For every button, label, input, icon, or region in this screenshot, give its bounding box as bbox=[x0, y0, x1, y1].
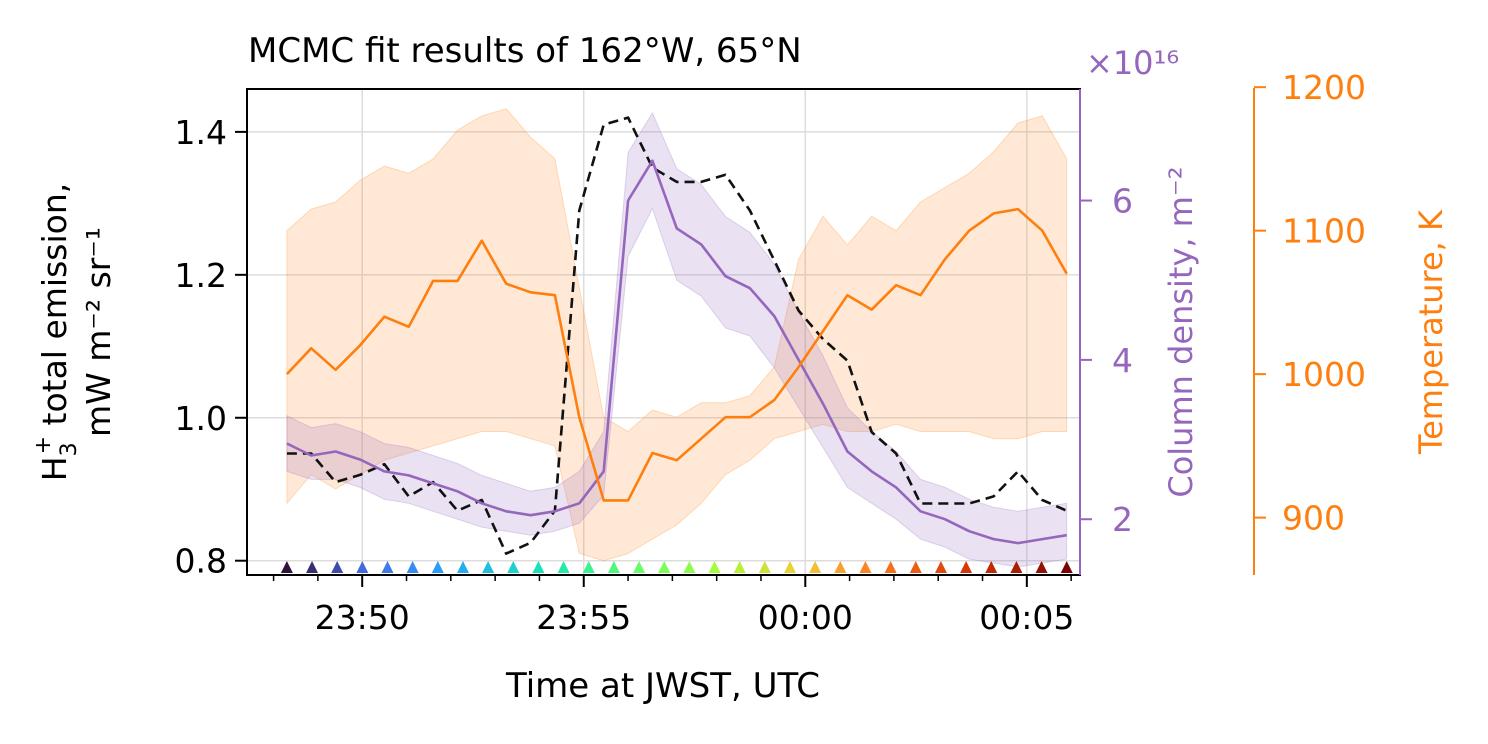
temperature-line bbox=[285, 207, 1068, 502]
time-marker bbox=[507, 561, 520, 573]
time-marker bbox=[859, 561, 872, 573]
time-marker bbox=[482, 561, 495, 573]
density-tick-label: 2 bbox=[1112, 500, 1133, 539]
temperature-axis-label: Temperature, K bbox=[1412, 209, 1450, 455]
time-marker bbox=[557, 561, 570, 573]
y-axis-label-line2: mW m⁻² sr⁻¹ bbox=[79, 227, 118, 437]
time-marker bbox=[985, 561, 998, 573]
y-axis-label: H3+ total emission, mW m⁻² sr⁻¹ bbox=[31, 183, 118, 481]
density-band bbox=[286, 111, 1068, 568]
time-marker bbox=[456, 561, 469, 573]
time-marker bbox=[783, 561, 796, 573]
x-axis-label: Time at JWST, UTC bbox=[505, 666, 820, 706]
time-marker bbox=[658, 561, 671, 573]
time-marker bbox=[280, 561, 293, 573]
time-marker bbox=[406, 561, 419, 573]
time-markers bbox=[280, 561, 1073, 573]
time-marker bbox=[834, 561, 847, 573]
time-marker bbox=[683, 561, 696, 573]
density-multiplier: ×10¹⁶ bbox=[1086, 44, 1179, 82]
uncertainty-bands bbox=[286, 108, 1068, 568]
time-marker bbox=[708, 561, 721, 573]
temperature-tick-label: 1200 bbox=[1282, 68, 1366, 107]
series-lines bbox=[285, 116, 1068, 555]
emission-line bbox=[286, 116, 1068, 555]
time-marker bbox=[758, 561, 771, 573]
time-marker bbox=[960, 561, 973, 573]
density-tick-label: 4 bbox=[1112, 341, 1133, 380]
time-marker bbox=[607, 561, 620, 573]
density-tick-label: 6 bbox=[1112, 182, 1133, 221]
y-axis-label-line1: H3+ total emission, bbox=[31, 183, 82, 481]
temperature-tick-label: 1100 bbox=[1282, 212, 1366, 251]
time-marker bbox=[331, 561, 344, 573]
y-tick-label: 1.0 bbox=[175, 399, 227, 438]
time-marker bbox=[934, 561, 947, 573]
temperature-band bbox=[286, 108, 1068, 562]
time-marker bbox=[733, 561, 746, 573]
temperature-tick-label: 900 bbox=[1282, 499, 1345, 538]
time-marker bbox=[356, 561, 369, 573]
time-marker bbox=[909, 561, 922, 573]
y-axis-temperature: 900 1000 1100 1200 bbox=[1253, 68, 1366, 575]
temperature-tick-label: 1000 bbox=[1282, 355, 1366, 394]
time-marker bbox=[1010, 561, 1023, 573]
time-marker bbox=[884, 561, 897, 573]
x-tick-label: 00:05 bbox=[979, 598, 1074, 637]
y-axis-left: 0.8 1.0 1.2 1.4 bbox=[175, 113, 247, 581]
time-marker bbox=[809, 561, 822, 573]
y-axis-density: 2 4 6 bbox=[1079, 89, 1133, 575]
time-marker bbox=[431, 561, 444, 573]
time-marker bbox=[633, 561, 646, 573]
density-line bbox=[286, 159, 1067, 545]
time-marker bbox=[1060, 561, 1073, 573]
y-tick-label: 1.2 bbox=[175, 256, 227, 295]
x-axis: 23:50 23:55 00:00 00:05 bbox=[272, 575, 1074, 637]
y-tick-label: 1.4 bbox=[175, 113, 227, 152]
time-marker bbox=[1035, 561, 1048, 573]
y-tick-label: 0.8 bbox=[175, 542, 227, 581]
x-tick-label: 23:50 bbox=[315, 598, 410, 637]
time-marker bbox=[306, 561, 319, 573]
time-marker bbox=[582, 561, 595, 573]
time-marker bbox=[532, 561, 545, 573]
grid bbox=[247, 89, 1080, 575]
chart-title: MCMC fit results of 162°W, 65°N bbox=[248, 31, 802, 71]
time-marker bbox=[381, 561, 394, 573]
x-tick-label: 00:00 bbox=[758, 598, 853, 637]
density-axis-label: Column density, m⁻² bbox=[1162, 166, 1200, 497]
x-tick-label: 23:55 bbox=[536, 598, 631, 637]
